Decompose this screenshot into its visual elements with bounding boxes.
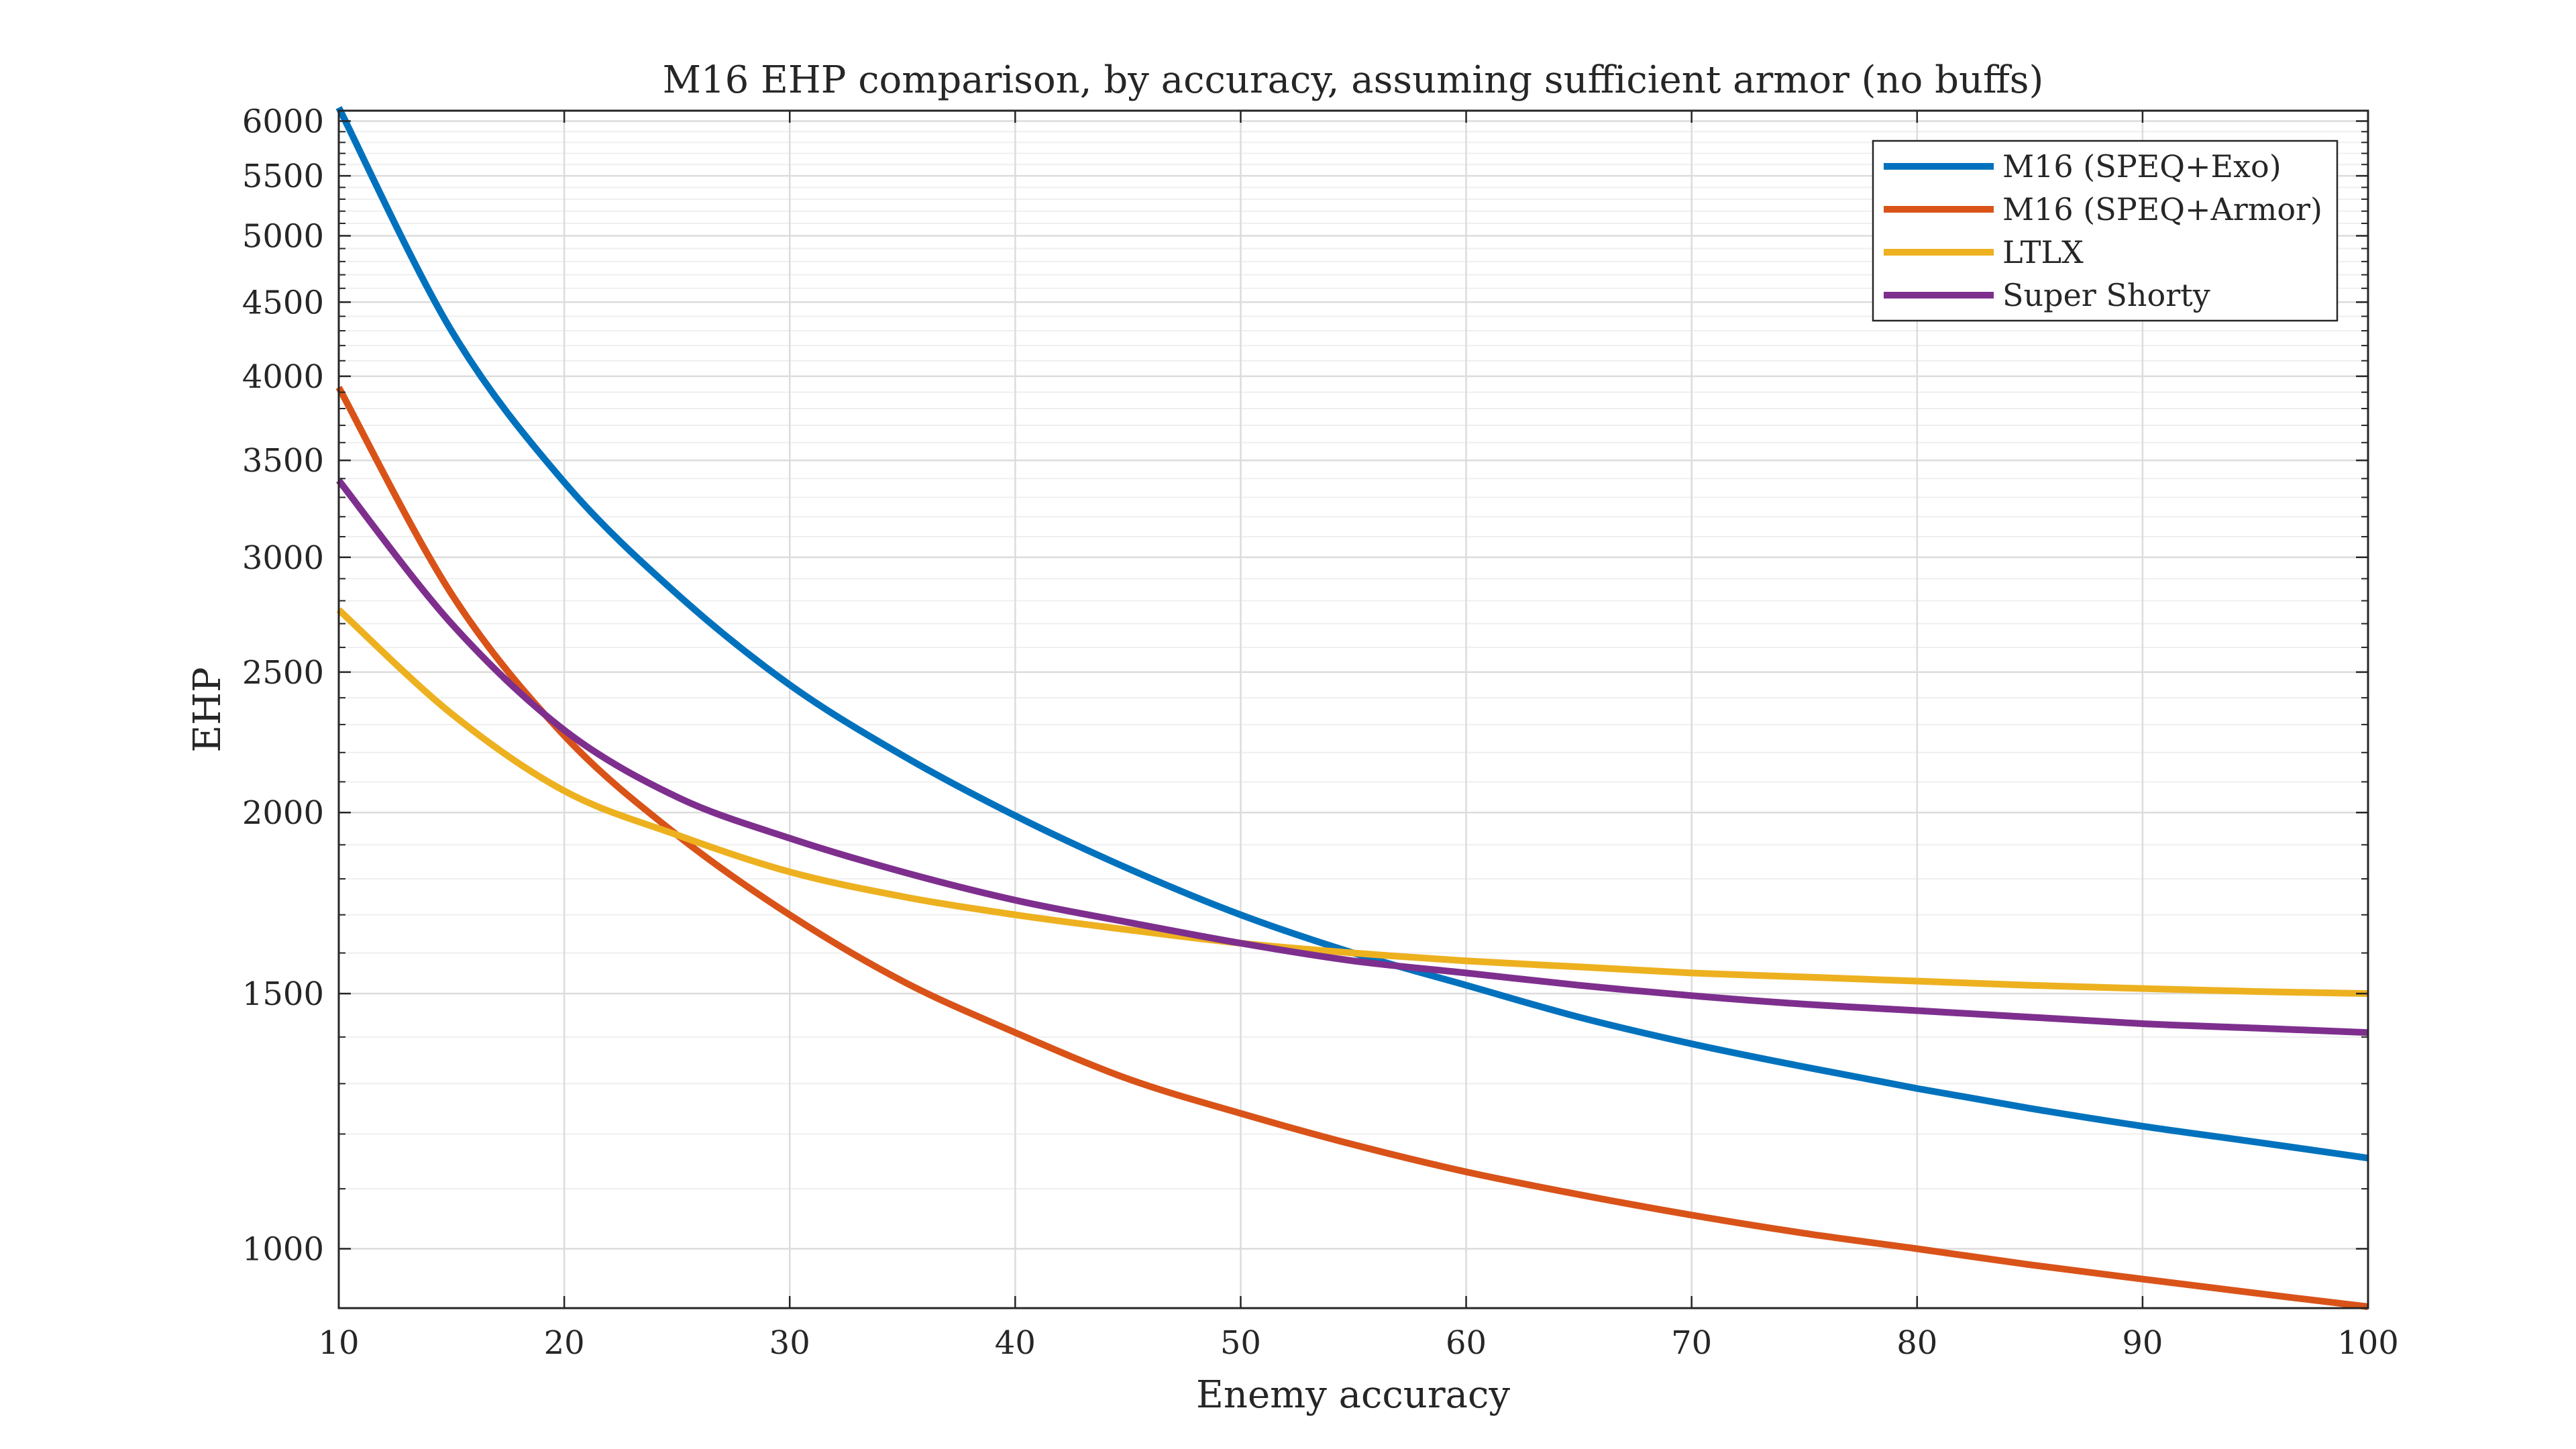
series-line-3 xyxy=(336,607,2369,998)
legend-label: LTLX xyxy=(2002,234,2084,270)
legend-label: M16 (SPEQ+Armor) xyxy=(2002,191,2322,227)
x-tick-labels: 10 20 30 40 50 60 70 80 90 100 xyxy=(318,1324,2398,1362)
y-tick-label: 3000 xyxy=(242,539,324,577)
series-line-4 xyxy=(336,478,2369,1036)
x-tick-label: 90 xyxy=(2122,1324,2163,1362)
y-tick-label: 1500 xyxy=(242,975,324,1013)
x-tick-label: 20 xyxy=(544,1324,585,1362)
chart-title: M16 EHP comparison, by accuracy, assumin… xyxy=(663,58,2044,102)
legend-label: Super Shorty xyxy=(2002,277,2210,313)
x-tick-label: 30 xyxy=(769,1324,810,1362)
y-tick-label: 6000 xyxy=(242,103,324,141)
axis-ticks xyxy=(337,111,2369,1308)
axes-box xyxy=(337,109,2369,1309)
y-tick-label: 2000 xyxy=(242,794,324,832)
x-tick-label: 80 xyxy=(1896,1324,1937,1362)
x-tick-label: 60 xyxy=(1446,1324,1487,1362)
legend: M16 (SPEQ+Exo) M16 (SPEQ+Armor) LTLX Super … xyxy=(1872,140,2339,322)
y-tick-label: 1000 xyxy=(242,1231,324,1269)
y-tick-label: 4000 xyxy=(242,358,324,396)
y-tick-label: 5000 xyxy=(242,218,324,256)
x-tick-label: 70 xyxy=(1671,1324,1712,1362)
x-tick-label: 10 xyxy=(318,1324,359,1362)
x-tick-label: 50 xyxy=(1220,1324,1261,1362)
x-tick-label: 100 xyxy=(2337,1324,2399,1362)
x-tick-label: 40 xyxy=(995,1324,1036,1362)
y-axis-label: EHP xyxy=(186,667,229,752)
series-lines xyxy=(335,106,2369,1310)
y-tick-label: 5500 xyxy=(242,158,324,195)
y-tick-label: 2500 xyxy=(242,654,324,692)
series-line-2 xyxy=(335,386,2369,1310)
y-tick-label: 3500 xyxy=(242,442,324,480)
legend-box xyxy=(1872,140,2339,322)
y-tick-label: 4500 xyxy=(242,284,324,321)
series-line-1 xyxy=(335,106,2369,1162)
legend-label: M16 (SPEQ+Exo) xyxy=(2002,148,2282,184)
x-axis-label: Enemy accuracy xyxy=(1196,1373,1510,1417)
y-tick-labels: 1000 1500 2000 2500 3000 3500 4000 4500 5000 5500… xyxy=(242,103,324,1269)
